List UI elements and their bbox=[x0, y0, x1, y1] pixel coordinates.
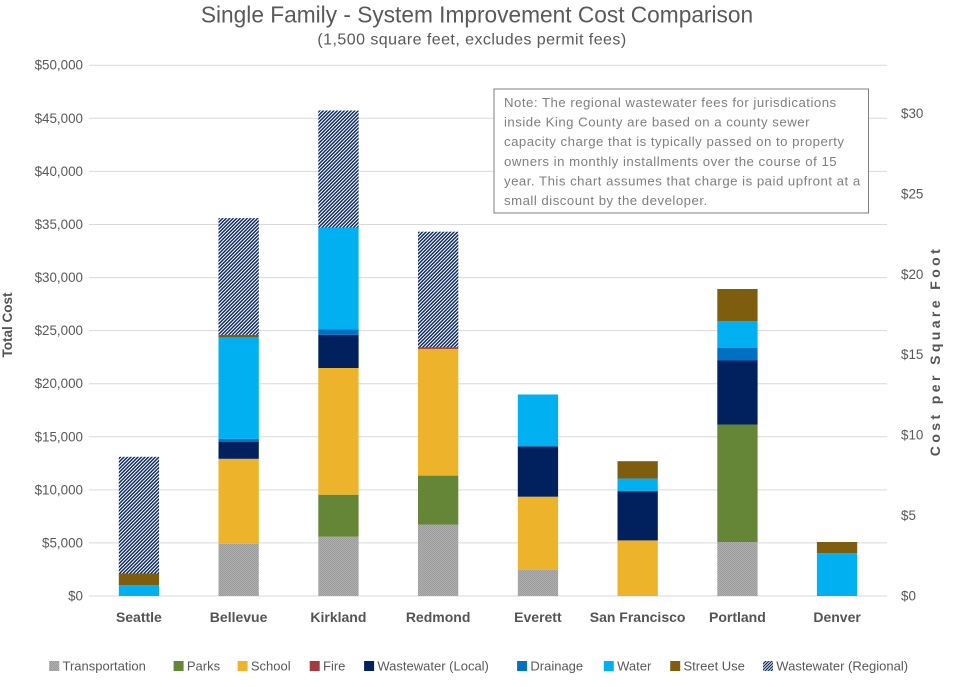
svg-text:$5,000: $5,000 bbox=[42, 535, 83, 550]
svg-text:$30,000: $30,000 bbox=[35, 270, 83, 285]
svg-text:$0: $0 bbox=[901, 589, 916, 604]
svg-text:$25,000: $25,000 bbox=[35, 323, 83, 338]
svg-text:San Francisco: San Francisco bbox=[590, 609, 686, 625]
svg-text:Portland: Portland bbox=[709, 609, 766, 625]
svg-text:Note: The regional wastewater: Note: The regional wastewater fees for j… bbox=[504, 95, 837, 110]
svg-text:owners in monthly installments: owners in monthly installments over the … bbox=[504, 154, 837, 169]
svg-text:Kirkland: Kirkland bbox=[310, 609, 366, 625]
svg-text:$40,000: $40,000 bbox=[35, 164, 83, 179]
svg-text:inside King County are based o: inside King County are based on a county… bbox=[504, 115, 810, 130]
svg-text:$10,000: $10,000 bbox=[35, 482, 83, 497]
svg-text:Cost per Square Foot: Cost per Square Foot bbox=[927, 246, 943, 456]
svg-text:small discount by the develope: small discount by the developer. bbox=[504, 193, 708, 208]
svg-text:Fire: Fire bbox=[323, 659, 345, 674]
svg-text:Total Cost: Total Cost bbox=[0, 292, 15, 357]
svg-text:Denver: Denver bbox=[813, 609, 861, 625]
svg-text:Wastewater (Regional): Wastewater (Regional) bbox=[776, 659, 908, 674]
svg-text:(1,500 square feet, excludes p: (1,500 square feet, excludes permit fees… bbox=[317, 32, 626, 49]
svg-text:$35,000: $35,000 bbox=[35, 217, 83, 232]
svg-text:Transportation: Transportation bbox=[63, 659, 146, 674]
svg-text:$15: $15 bbox=[901, 347, 923, 362]
svg-text:$20,000: $20,000 bbox=[35, 376, 83, 391]
svg-text:$45,000: $45,000 bbox=[35, 111, 83, 126]
svg-text:School: School bbox=[251, 659, 291, 674]
svg-text:year. This chart assumes that: year. This chart assumes that charge is … bbox=[504, 173, 861, 188]
svg-text:$0: $0 bbox=[68, 589, 83, 604]
svg-text:$15,000: $15,000 bbox=[35, 429, 83, 444]
svg-text:$25: $25 bbox=[901, 186, 923, 201]
svg-text:Water: Water bbox=[617, 659, 652, 674]
svg-text:Single Family - System Improve: Single Family - System Improvement Cost … bbox=[201, 1, 753, 27]
svg-text:$30: $30 bbox=[901, 106, 923, 121]
svg-text:Parks: Parks bbox=[187, 659, 221, 674]
svg-text:$5: $5 bbox=[901, 508, 916, 523]
svg-text:Bellevue: Bellevue bbox=[210, 609, 268, 625]
svg-text:Redmond: Redmond bbox=[406, 609, 471, 625]
svg-text:Street Use: Street Use bbox=[684, 659, 745, 674]
svg-text:capacity charge that is typica: capacity charge that is typically passed… bbox=[504, 134, 845, 149]
svg-text:$50,000: $50,000 bbox=[35, 58, 83, 73]
svg-text:Drainage: Drainage bbox=[530, 659, 583, 674]
svg-text:Wastewater (Local): Wastewater (Local) bbox=[377, 659, 489, 674]
svg-text:$20: $20 bbox=[901, 267, 923, 282]
svg-text:Seattle: Seattle bbox=[116, 609, 162, 625]
svg-text:Everett: Everett bbox=[514, 609, 562, 625]
svg-text:$10: $10 bbox=[901, 428, 923, 443]
